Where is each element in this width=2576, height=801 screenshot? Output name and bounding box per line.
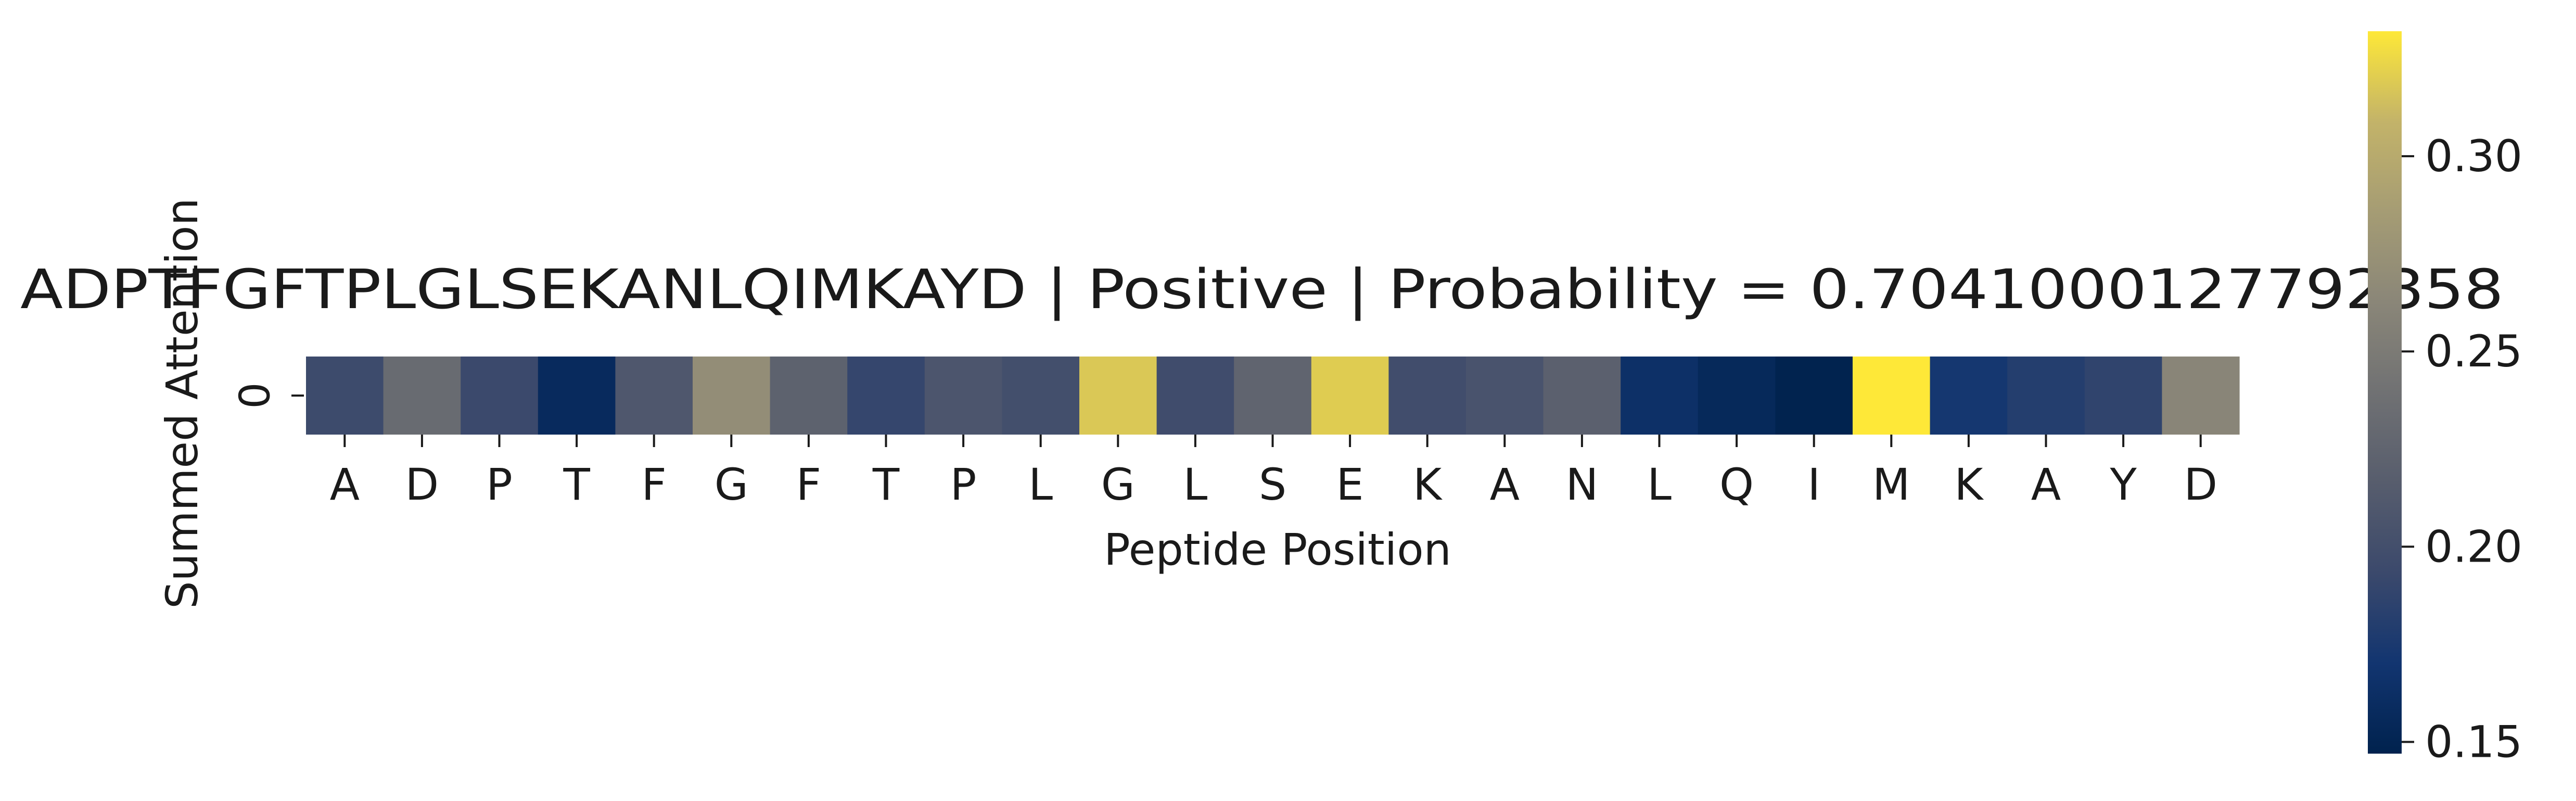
heatmap-cell — [693, 357, 771, 435]
heatmap-cell — [1466, 357, 1544, 435]
x-tick-label: Q — [1719, 459, 1754, 510]
x-tick-label: I — [1807, 459, 1820, 510]
colorbar-tick-label: 0.25 — [2425, 326, 2522, 377]
colorbar-tick-label: 0.15 — [2425, 716, 2522, 767]
chart-title: ADPTFGFTPLGLSEKANLQIMKAYD | Positive | P… — [20, 258, 2504, 321]
heatmap-cell — [2084, 357, 2162, 435]
heatmap-cell — [1543, 357, 1621, 435]
x-tick-label: L — [1183, 459, 1207, 510]
heatmap-cell — [1621, 357, 1699, 435]
x-tick-label: K — [1413, 459, 1443, 510]
heatmap-cell — [847, 357, 925, 435]
x-tick-label: A — [330, 459, 360, 510]
colorbar-tick-label: 0.20 — [2425, 521, 2522, 572]
x-tick-label: G — [715, 459, 748, 510]
x-tick-label: M — [1872, 459, 1910, 510]
x-tick-label: F — [796, 459, 821, 510]
heatmap-cell — [383, 357, 461, 435]
colorbar-tick-label: 0.30 — [2425, 131, 2522, 182]
heatmap-cell — [2162, 357, 2240, 435]
heatmap-cell — [1234, 357, 1312, 435]
heatmap-cell — [1388, 357, 1466, 435]
heatmap-cell — [1775, 357, 1853, 435]
x-tick-label: L — [1647, 459, 1672, 510]
heatmap-cell — [1079, 357, 1157, 435]
heatmap-cell — [1698, 357, 1776, 435]
x-tick-label: P — [486, 459, 513, 510]
heatmap-cell — [1853, 357, 1931, 435]
heatmap-cell — [924, 357, 1002, 435]
x-tick-label: K — [1954, 459, 1984, 510]
heatmap-cell — [461, 357, 539, 435]
x-tick-label: A — [1490, 459, 1520, 510]
x-tick-label: G — [1101, 459, 1135, 510]
x-tick-label: S — [1259, 459, 1286, 510]
heatmap-cell — [538, 357, 616, 435]
x-tick-label: N — [1565, 459, 1598, 510]
colorbar — [2368, 31, 2402, 754]
x-tick-label: D — [405, 459, 439, 510]
heatmap-cell — [615, 357, 693, 435]
x-axis-label: Peptide Position — [1104, 524, 1451, 575]
heatmap-cell — [1930, 357, 2008, 435]
heatmap-cell — [2007, 357, 2085, 435]
x-tick-label: F — [642, 459, 667, 510]
x-tick-label: L — [1028, 459, 1053, 510]
x-tick-label: P — [950, 459, 977, 510]
x-tick-label: D — [2184, 459, 2217, 510]
heatmap-cell — [1002, 357, 1080, 435]
y-axis-label: Summed Attention — [157, 198, 208, 609]
x-tick-label: Y — [2109, 459, 2137, 510]
colorbar-ticks: 0.15 0.20 0.25 0.30 — [2402, 131, 2522, 767]
heatmap-cell — [306, 357, 384, 435]
heatmap-cell — [1311, 357, 1389, 435]
heatmap-cells — [306, 357, 2240, 435]
heatmap-cell — [1156, 357, 1234, 435]
x-tick-label: E — [1336, 459, 1364, 510]
heatmap-cell — [770, 357, 848, 435]
x-tick-label: A — [2031, 459, 2061, 510]
x-tick-label: T — [872, 459, 900, 510]
x-tick-label: T — [563, 459, 590, 510]
y-tick-label: 0 — [231, 383, 279, 409]
